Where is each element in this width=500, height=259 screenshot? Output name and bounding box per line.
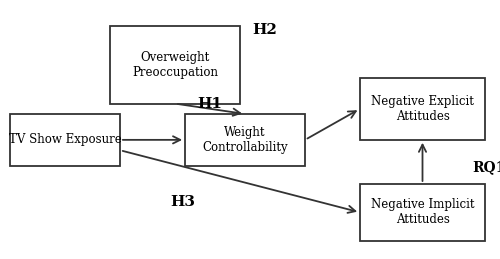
Text: Overweight
Preoccupation: Overweight Preoccupation	[132, 51, 218, 79]
Text: TV Show Exposure: TV Show Exposure	[8, 133, 121, 146]
FancyBboxPatch shape	[360, 78, 485, 140]
Text: Negative Explicit
Attitudes: Negative Explicit Attitudes	[371, 95, 474, 123]
Text: H2: H2	[252, 23, 278, 37]
FancyBboxPatch shape	[10, 114, 120, 166]
FancyBboxPatch shape	[360, 184, 485, 241]
Text: H1: H1	[198, 97, 222, 111]
Text: Weight
Controllability: Weight Controllability	[202, 126, 288, 154]
FancyBboxPatch shape	[110, 26, 240, 104]
Text: RQ1: RQ1	[472, 160, 500, 174]
Text: Negative Implicit
Attitudes: Negative Implicit Attitudes	[371, 198, 474, 226]
Text: H3: H3	[170, 195, 195, 209]
FancyBboxPatch shape	[185, 114, 305, 166]
